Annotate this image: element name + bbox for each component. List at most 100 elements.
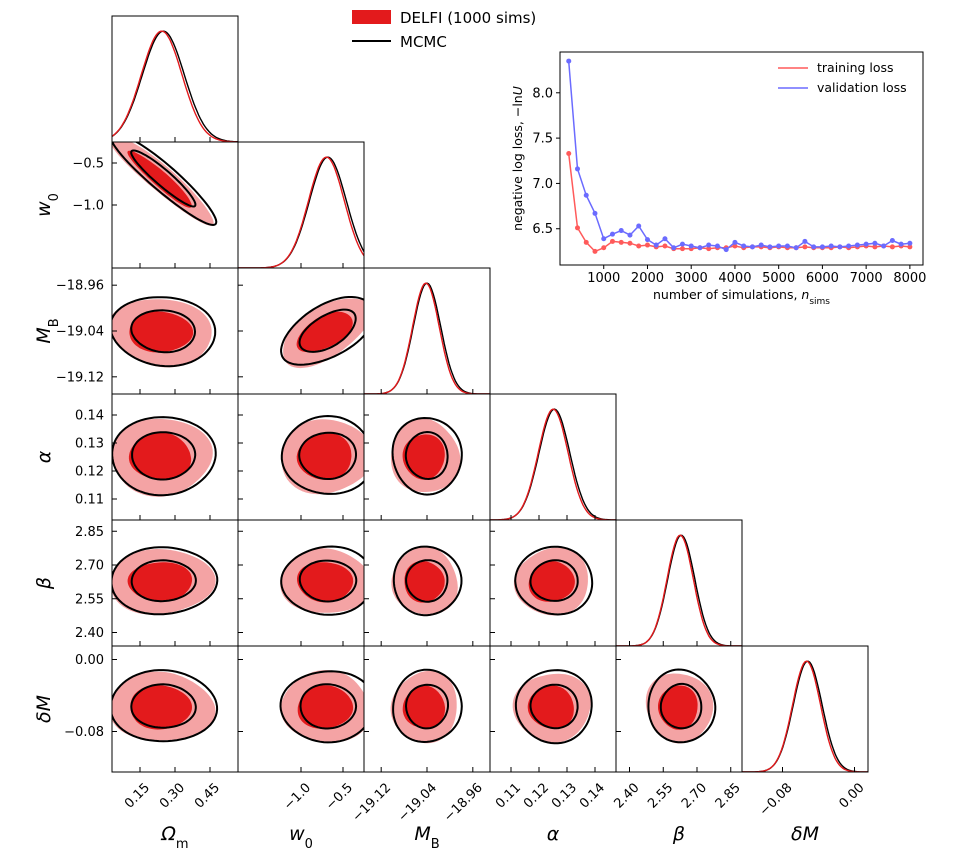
- panel-content: [391, 545, 463, 617]
- x-tick-label: 0.13: [549, 780, 580, 811]
- loss-inset-chart: 1000 2000 3000 4000 5000 6000 7000 8000 6.5 7.0 7.…: [510, 51, 926, 307]
- panel-w0-vs-om: [111, 141, 239, 269]
- inset-point: [889, 238, 895, 244]
- panel-alpha-vs-mb: [363, 393, 491, 521]
- inset-point: [811, 244, 817, 250]
- y-tick-label: 2.55: [75, 592, 104, 607]
- delfi-marginal-w0: [238, 156, 364, 268]
- mcmc-95-contour: [279, 670, 364, 744]
- delfi-68-contour: [297, 685, 354, 729]
- inset-x-tick-label: 4000: [718, 271, 751, 286]
- panel-content: [391, 416, 463, 496]
- x-tick-label: −19.04: [395, 780, 440, 825]
- inset-y-axis-label-math: U: [510, 86, 525, 95]
- inset-line-validation-loss: [567, 61, 910, 251]
- x-tick-label: 0.14: [577, 780, 608, 811]
- inset-point: [644, 237, 650, 243]
- mcmc-95-contour: [112, 546, 219, 616]
- inset-point: [881, 243, 887, 249]
- panel-frame: [363, 267, 491, 395]
- delfi-68-contour: [658, 685, 698, 730]
- x-axis-label-symbol: w: [289, 823, 305, 845]
- delfi-68-contour: [527, 685, 574, 729]
- inset-point: [609, 238, 615, 244]
- inset-x-tick-label: 3000: [675, 271, 708, 286]
- panel-content: [280, 545, 364, 616]
- y-axis-label-sub: B: [47, 318, 62, 327]
- legend-item-0: DELFI (1000 sims): [352, 9, 536, 27]
- mcmc-95-contour: [391, 416, 463, 496]
- x-axis-label-symbol: M: [414, 823, 430, 845]
- y-tick-label: −19.12: [56, 370, 104, 385]
- panel-dm-vs-om: [111, 645, 239, 773]
- x-tick-label: 0.45: [192, 780, 223, 811]
- mcmc-68-contour: [298, 559, 358, 603]
- inset-point: [741, 243, 747, 249]
- panel-dm-vs-mb: [363, 645, 491, 773]
- mcmc-95-contour: [112, 416, 217, 497]
- inset-y-tick-label: 8.0: [532, 86, 553, 101]
- inset-point: [618, 239, 624, 245]
- panel-content: [390, 668, 463, 744]
- panel-content: [513, 545, 594, 616]
- mcmc-95-contour: [392, 545, 463, 617]
- x-axis-label-symbol: δM: [791, 823, 819, 845]
- inset-point: [592, 210, 598, 216]
- legend-item-1: MCMC: [352, 33, 447, 51]
- legend-label: DELFI (1000 sims): [400, 9, 536, 27]
- inset-point: [697, 245, 703, 251]
- y-tick-label: 2.85: [75, 525, 104, 540]
- inset-point: [732, 239, 738, 245]
- mcmc-68-contour: [405, 559, 449, 603]
- delfi-68-contour: [128, 432, 192, 480]
- panel-om-vs-om: [111, 15, 239, 143]
- panel-dm-vs-beta: [615, 645, 743, 773]
- inset-x-tick-label: 6000: [806, 271, 839, 286]
- panel-content: [112, 669, 219, 743]
- x-axis-label-symbol: β: [672, 823, 685, 845]
- mcmc-68-contour: [529, 559, 579, 602]
- delfi-marginal-beta: [616, 534, 742, 646]
- y-tick-label: 0.12: [75, 465, 104, 480]
- y-axis-label-dm: δM: [33, 695, 55, 723]
- inset-point: [889, 244, 895, 250]
- inset-point: [574, 225, 580, 231]
- mcmc-95-contour: [112, 142, 218, 227]
- inset-point: [863, 241, 869, 247]
- panel-frame: [111, 15, 239, 143]
- inset-legend-label: validation loss: [817, 80, 907, 95]
- y-axis-label-symbol: β: [33, 577, 55, 590]
- panel-dm-vs-w0: [237, 645, 365, 773]
- x-axis-label-sub: 0: [305, 837, 313, 852]
- x-axis-label-symbol: Ω: [160, 823, 176, 845]
- inset-legend-item-1: validation loss: [778, 80, 907, 95]
- inset-x-tick-label: 8000: [893, 271, 926, 286]
- x-tick-label: 0.12: [521, 780, 552, 811]
- inset-point: [662, 236, 668, 242]
- delfi-68-contour: [402, 434, 445, 480]
- y-tick-label: −0.08: [64, 725, 104, 740]
- y-tick-label: 2.40: [75, 626, 104, 641]
- inset-point: [566, 58, 572, 64]
- inset-point: [872, 244, 878, 250]
- panel-mb-vs-w0: [237, 267, 365, 395]
- panel-frame: [741, 645, 869, 773]
- inset-point: [688, 243, 694, 249]
- x-tick-label: 0.30: [157, 780, 188, 811]
- inset-x-axis-label-math: n: [801, 287, 809, 302]
- inset-legend-label: training loss: [817, 60, 894, 75]
- panel-w0-vs-w0: [237, 141, 365, 269]
- x-axis-label-mb: MB: [414, 823, 439, 852]
- inset-point: [566, 151, 572, 157]
- mcmc-68-contour: [659, 682, 703, 730]
- panel-beta-vs-mb: [363, 519, 491, 647]
- delfi-68-contour: [129, 311, 194, 353]
- x-axis-label-sub: B: [431, 837, 440, 852]
- inset-point: [583, 239, 589, 245]
- delfi-marginal-alpha: [490, 408, 616, 520]
- mcmc-68-contour: [131, 431, 197, 481]
- panel-content: [112, 546, 219, 616]
- inset-point: [601, 245, 607, 251]
- inset-point: [749, 244, 755, 250]
- x-tick-label: −18.96: [441, 780, 486, 825]
